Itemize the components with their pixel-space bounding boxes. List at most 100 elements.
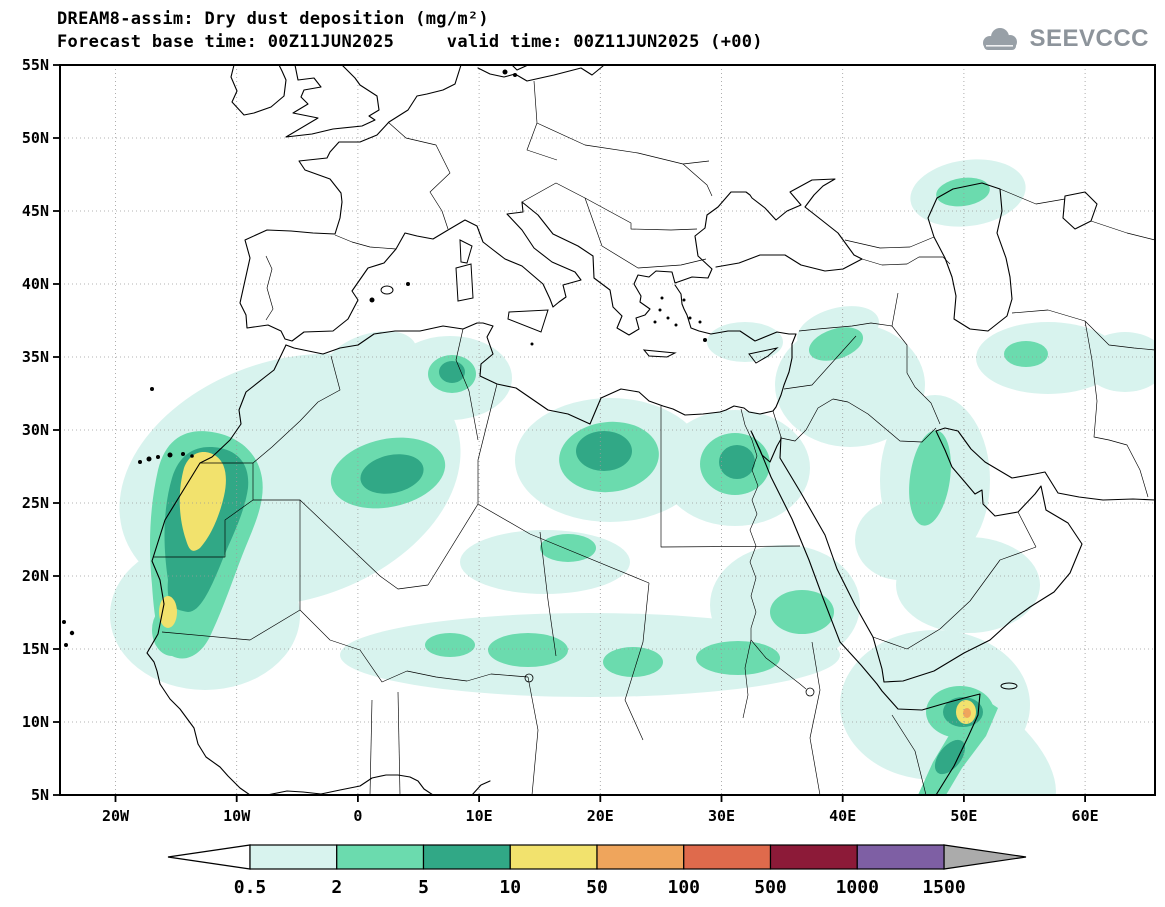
legend-value-label: 10 (499, 877, 521, 898)
x-axis-tick-label: 60E (1072, 807, 1099, 825)
aegean-island (658, 308, 662, 312)
x-axis-tick-label: 40E (829, 807, 856, 825)
y-axis-tick-label: 5N (31, 786, 49, 804)
cape-verde-island (69, 630, 75, 636)
legend-value-label: 100 (667, 877, 700, 898)
legend-color-segment (509, 844, 598, 870)
legend-value-label: 5 (418, 877, 429, 898)
y-axis-tick-label: 55N (22, 56, 49, 74)
danish-island (502, 69, 508, 75)
x-axis-tick-label: 50E (950, 807, 977, 825)
coastline-europe (239, 65, 863, 342)
blue-nile-river (750, 639, 807, 690)
country-borders (153, 80, 1155, 795)
y-axis-tick-label: 35N (22, 348, 49, 366)
madeira-island (150, 387, 154, 391)
x-axis-tick-label: 30E (708, 807, 735, 825)
aegean-island (698, 320, 702, 324)
coastline-arabia-gulf-iran (779, 427, 1155, 683)
legend-color-segment (336, 844, 425, 870)
mallorca-island (380, 285, 394, 295)
sicily-island (507, 309, 549, 333)
legend-colorbar: 0.5 2 5 10 50 100 500 1000 1500 (167, 844, 1027, 898)
y-axis-tick-label: 45N (22, 202, 49, 220)
coastline-west-africa (146, 344, 287, 795)
rhodes-island (703, 338, 707, 342)
islands (62, 69, 1018, 697)
canary-island (138, 460, 142, 464)
x-axis-tick-label: 10E (466, 807, 493, 825)
aegean-island (660, 296, 664, 300)
coastline-gulf-of-guinea (266, 774, 434, 795)
coastline-sinai (751, 432, 782, 463)
legend-value-label: 1500 (922, 877, 965, 898)
canary-island (190, 454, 194, 458)
cape-verde-island (64, 643, 68, 647)
legend-value-label: 50 (586, 877, 608, 898)
chart-title: DREAM8-assim: Dry dust deposition (mg/m²… (57, 9, 489, 29)
sardinia-island (455, 263, 474, 302)
coastline-aral-sea (1062, 191, 1098, 230)
canary-island (181, 452, 185, 456)
lake-tana (805, 687, 815, 697)
y-axis-tick-label: 25N (22, 494, 49, 512)
x-axis-tick-label: 10W (223, 807, 251, 825)
x-axis-tick-label: 0 (353, 807, 362, 825)
legend-color-segment (856, 844, 945, 870)
axes-layer: 20W 10W 0 10E 20E 30E 40E 50E 60E 55N 50N 45N 40N 35N… (22, 56, 1099, 825)
y-axis-tick-label: 10N (22, 713, 49, 731)
aegean-island (653, 320, 657, 324)
y-axis-tick-label: 15N (22, 640, 49, 658)
white-nile-river (742, 639, 752, 719)
nile-river (740, 408, 759, 640)
legend-arrow-right (943, 844, 1027, 870)
cloud-icon (983, 28, 1018, 50)
x-axis-tick-label: 20W (102, 807, 130, 825)
coastline-caspian-sea (927, 182, 1013, 332)
y-axis-tick-label: 30N (22, 421, 49, 439)
crete-island (642, 349, 677, 358)
chart-subtitle: Forecast base time: 00Z11JUN2025 valid t… (57, 32, 763, 52)
canary-island (156, 455, 160, 459)
coastline-baltic (477, 65, 604, 82)
legend-value-label: 500 (754, 877, 787, 898)
coastline-cameroon (471, 780, 491, 795)
aegean-island (688, 316, 692, 320)
aegean-island (666, 316, 670, 320)
y-axis-tick-label: 50N (22, 129, 49, 147)
menorca-island (406, 282, 410, 286)
legend-value-label: 1000 (836, 877, 879, 898)
legend-color-segment (249, 844, 338, 870)
coastlines-layer (62, 65, 1155, 795)
cyprus-island (748, 347, 779, 364)
logo-text: SEEVCCC (1029, 25, 1149, 52)
legend-value-label: 2 (331, 877, 342, 898)
corsica-island (459, 239, 473, 264)
aegean-island (682, 298, 686, 302)
danish-island (513, 73, 517, 77)
chart-titles: DREAM8-assim: Dry dust deposition (mg/m²… (57, 8, 763, 54)
legend-color-segment (596, 844, 685, 870)
coastline-north-africa-levant (285, 284, 797, 425)
legend-arrow-left (167, 844, 251, 870)
canary-island (167, 452, 173, 458)
canary-island (146, 456, 152, 462)
legend-value-label: 0.5 (234, 877, 267, 898)
x-axis-tick-label: 20E (587, 807, 614, 825)
coastline-britain (285, 65, 380, 138)
seevccc-logo: SEEVCCC (976, 24, 1149, 54)
dust-shading-layer (110, 159, 1155, 795)
legend-color-segment (422, 844, 511, 870)
rivers (740, 408, 807, 719)
dust-level-50-100 (963, 708, 971, 718)
y-axis-tick-label: 20N (22, 567, 49, 585)
coastline-red-sea-horn (750, 430, 981, 795)
y-axis-tick-label: 40N (22, 275, 49, 293)
legend-color-segment (769, 844, 858, 870)
malta-island (530, 342, 534, 346)
legend-color-segment (683, 844, 772, 870)
coastline-scania (511, 65, 529, 71)
socotra-island (1000, 682, 1018, 690)
